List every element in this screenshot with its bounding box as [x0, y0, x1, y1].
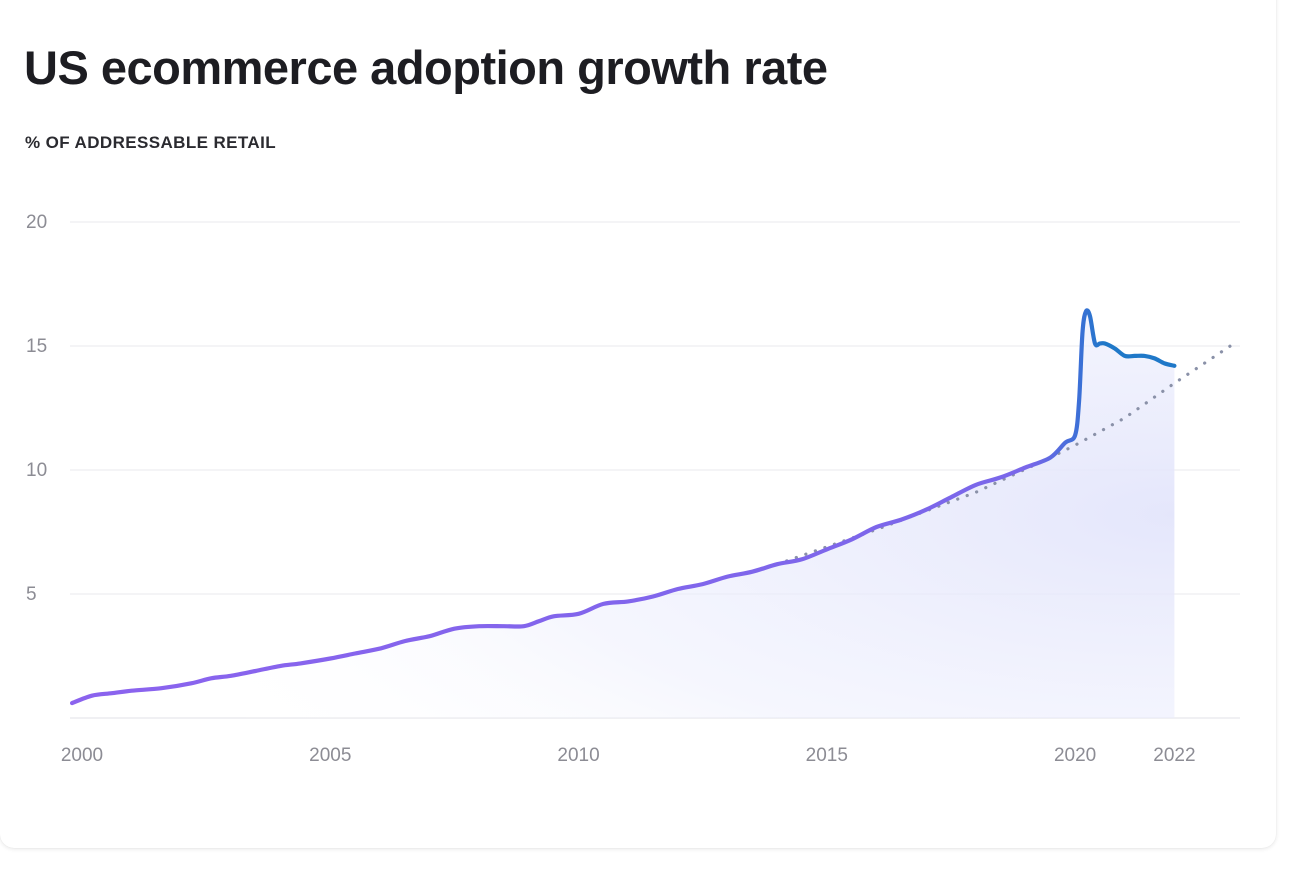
data-point	[775, 562, 779, 566]
data-point	[1081, 329, 1085, 333]
data-point	[229, 674, 233, 678]
data-point	[522, 624, 526, 628]
data-point	[1098, 342, 1102, 346]
data-point	[189, 681, 193, 685]
data-point	[726, 575, 730, 579]
data-point	[924, 508, 928, 512]
data-point	[428, 634, 432, 638]
data-point	[70, 701, 74, 705]
data-point	[328, 657, 332, 661]
data-point	[850, 537, 854, 541]
data-point	[676, 587, 680, 591]
x-tick-label: 2010	[557, 745, 599, 766]
data-point	[378, 647, 382, 651]
data-point	[1133, 354, 1137, 358]
chart-subtitle: % OF ADDRESSABLE RETAIL	[25, 133, 276, 152]
data-point	[651, 595, 655, 599]
data-point	[1172, 364, 1176, 368]
data-point	[750, 570, 754, 574]
data-point	[1063, 441, 1067, 445]
data-point	[502, 624, 506, 628]
y-tick-label: 5	[26, 584, 37, 605]
data-point	[1123, 354, 1127, 358]
series-line-ecommerce-share	[70, 308, 1177, 706]
data-point	[999, 475, 1003, 479]
data-point	[552, 614, 556, 618]
data-point	[1103, 342, 1107, 346]
x-tick-label: 2022	[1153, 745, 1195, 766]
data-point	[1088, 314, 1092, 318]
data-point	[1093, 342, 1097, 346]
data-point	[90, 694, 94, 698]
data-point	[577, 612, 581, 616]
x-tick-label: 2020	[1054, 745, 1096, 766]
data-point	[1077, 399, 1081, 403]
data-point	[701, 582, 705, 586]
area-fill	[72, 311, 1175, 718]
data-point	[537, 619, 541, 623]
data-point	[875, 525, 879, 529]
data-point	[974, 483, 978, 487]
x-tick-label: 2015	[806, 745, 848, 766]
chart-title: US ecommerce adoption growth rate	[24, 41, 828, 94]
data-point	[601, 602, 605, 606]
y-tick-label: 20	[26, 212, 47, 233]
data-point	[452, 627, 456, 631]
data-point	[299, 661, 303, 665]
data-point	[1143, 354, 1147, 358]
data-point	[477, 624, 481, 628]
x-tick-label: 2000	[61, 745, 103, 766]
data-point	[1113, 347, 1117, 351]
data-point	[1163, 361, 1167, 365]
y-tick-label: 10	[26, 460, 47, 481]
data-point	[403, 639, 407, 643]
data-point	[110, 691, 114, 695]
data-point	[159, 686, 163, 690]
x-tick-label: 2005	[309, 745, 351, 766]
data-point	[209, 676, 213, 680]
data-point	[130, 689, 134, 693]
data-point	[1084, 309, 1088, 313]
data-point	[949, 495, 953, 499]
data-point	[800, 557, 804, 561]
data-point	[254, 669, 258, 673]
data-point	[279, 664, 283, 668]
data-point	[899, 518, 903, 522]
data-point	[1073, 433, 1077, 437]
data-point	[1153, 356, 1157, 360]
y-tick-label: 15	[26, 336, 47, 357]
data-point	[1023, 466, 1027, 470]
data-point	[1048, 456, 1052, 460]
data-point	[353, 652, 357, 656]
data-point	[626, 599, 630, 603]
data-point	[825, 547, 829, 551]
